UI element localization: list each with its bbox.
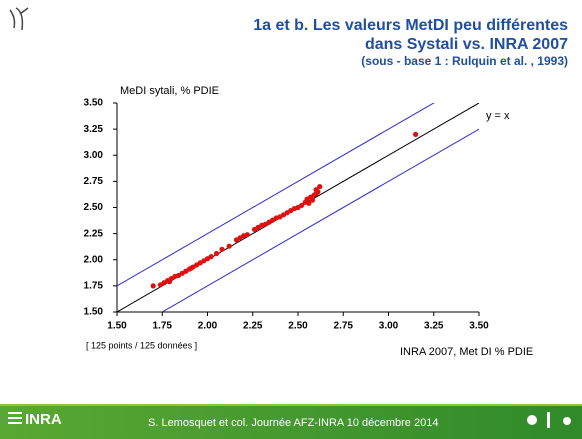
point	[226, 243, 232, 249]
point	[317, 184, 323, 190]
logo-text: INRA	[25, 411, 62, 428]
reference-line	[161, 128, 479, 312]
y-tick-label: 3.25	[84, 124, 104, 135]
y-tick-label: 2.25	[84, 228, 104, 239]
footer-bar	[0, 406, 582, 439]
point	[244, 232, 250, 238]
point	[208, 254, 214, 260]
point	[315, 189, 321, 195]
top-logo	[9, 7, 29, 31]
y-tick-label: 1.50	[84, 307, 104, 318]
reference-label: y = x	[486, 110, 510, 122]
x-tick-label: 1.75	[153, 321, 173, 332]
point	[219, 246, 225, 252]
point	[150, 283, 156, 289]
point	[306, 200, 312, 206]
y-tick-label: 2.50	[84, 202, 104, 213]
subtitle: (sous - base 1 : Rulquin et al. , 1993)	[361, 54, 568, 68]
x-tick-label: 3.25	[424, 321, 444, 332]
note: [ 125 points / 125 données ]	[86, 340, 197, 350]
point	[413, 131, 419, 137]
x-tick-label: 3.50	[469, 321, 489, 332]
x-tick-label: 2.25	[243, 321, 263, 332]
inra-logo: INRA	[8, 411, 62, 428]
reference-line	[117, 103, 435, 287]
x-tick-label: 3.00	[379, 321, 399, 332]
footer-icons	[527, 412, 571, 428]
title-line: dans Systali vs. INRA 2007	[365, 36, 568, 53]
y-tick-label: 3.00	[84, 150, 104, 161]
y-tick-label: 2.75	[84, 176, 104, 187]
point	[309, 197, 316, 203]
y-tick-label: 2.00	[84, 254, 104, 265]
y-tick-label: 3.50	[84, 98, 104, 109]
x-tick-label: 2.75	[334, 321, 354, 332]
footer-rule	[0, 404, 582, 406]
x-tick-label: 2.50	[288, 321, 308, 332]
point	[299, 202, 305, 209]
point	[213, 250, 220, 257]
y-tick-label: 1.75	[84, 281, 104, 292]
x-tick-label: 1.50	[107, 321, 127, 332]
x-axis-label: INRA 2007, Met DI % PDIE	[400, 346, 533, 358]
plot: 1.50 1.75 2.00 2.25 2.50 2.75 3.00 3.25 3.50 1.50…	[84, 98, 511, 332]
footer-text: S. Lemosquet et col. Journée AFZ-INRA 10…	[148, 417, 438, 429]
x-tick-label: 2.00	[198, 321, 218, 332]
y-axis-label: MeDI sytali, % PDIE	[120, 85, 219, 97]
title-line: 1a et b. Les valeurs MetDI peu différent…	[253, 17, 568, 34]
